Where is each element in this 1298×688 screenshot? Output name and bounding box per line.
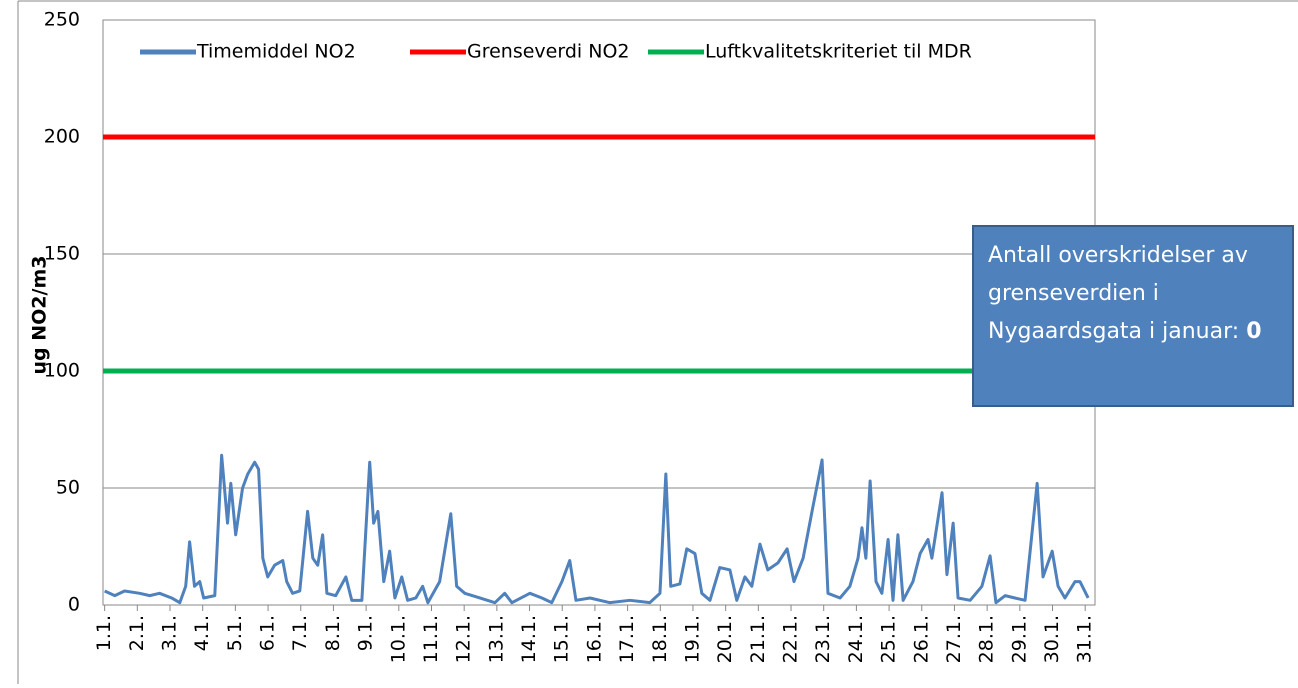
x-tick-label: 6.1. — [257, 615, 279, 651]
x-tick-label: 1.1. — [93, 615, 115, 651]
y-tick-label: 250 — [44, 9, 80, 31]
x-tick-label: 21.1. — [747, 615, 769, 663]
series-line — [104, 453, 1090, 605]
x-tick-label: 2.1. — [126, 615, 148, 651]
x-tick-label: 23.1. — [812, 615, 834, 663]
x-tick-label: 5.1. — [224, 615, 246, 651]
legend-label: Grenseverdi NO2 — [467, 41, 629, 63]
y-tick-label: 100 — [44, 360, 80, 382]
legend-label: Timemiddel NO2 — [196, 41, 356, 63]
annotation-count: 0 — [1246, 319, 1262, 344]
y-tick-label: 150 — [44, 243, 80, 265]
x-tick-label: 7.1. — [289, 615, 311, 651]
x-tick-label: 9.1. — [355, 615, 377, 651]
x-tick-label: 4.1. — [191, 615, 213, 651]
x-tick-label: 20.1. — [714, 615, 736, 663]
x-tick-label: 10.1. — [387, 615, 409, 663]
x-tick-label: 16.1. — [583, 615, 605, 663]
x-tick-label: 30.1. — [1041, 615, 1063, 663]
x-tick-label: 28.1. — [976, 615, 998, 663]
x-tick-label: 12.1. — [453, 615, 475, 663]
x-tick-label: 26.1. — [910, 615, 932, 663]
x-tick-label: 31.1. — [1074, 615, 1096, 663]
y-axis-label: ug NO2/m3 — [29, 256, 51, 375]
legend-label: Luftkvalitetskriteriet til MDR — [705, 41, 972, 63]
annotation-text: Antall overskridelser av grenseverdien i… — [988, 243, 1248, 344]
annotation-box: Antall overskridelser av grenseverdien i… — [972, 225, 1294, 407]
x-tick-label: 11.1. — [420, 615, 442, 663]
x-tick-label: 29.1. — [1008, 615, 1030, 663]
x-tick-label: 24.1. — [845, 615, 867, 663]
x-tick-label: 15.1. — [551, 615, 573, 663]
y-tick-label: 0 — [68, 594, 80, 616]
x-tick-label: 3.1. — [159, 615, 181, 651]
x-tick-label: 8.1. — [322, 615, 344, 651]
x-tick-label: 22.1. — [780, 615, 802, 663]
x-tick-label: 18.1. — [649, 615, 671, 663]
x-tick-label: 13.1. — [485, 615, 507, 663]
y-tick-label: 50 — [56, 477, 80, 499]
x-tick-label: 27.1. — [943, 615, 965, 663]
x-tick-label: 14.1. — [518, 615, 540, 663]
plot-border — [102, 19, 1096, 606]
y-tick-label: 200 — [44, 126, 80, 148]
x-tick-label: 19.1. — [681, 615, 703, 663]
x-tick-label: 25.1. — [878, 615, 900, 663]
x-tick-label: 17.1. — [616, 615, 638, 663]
